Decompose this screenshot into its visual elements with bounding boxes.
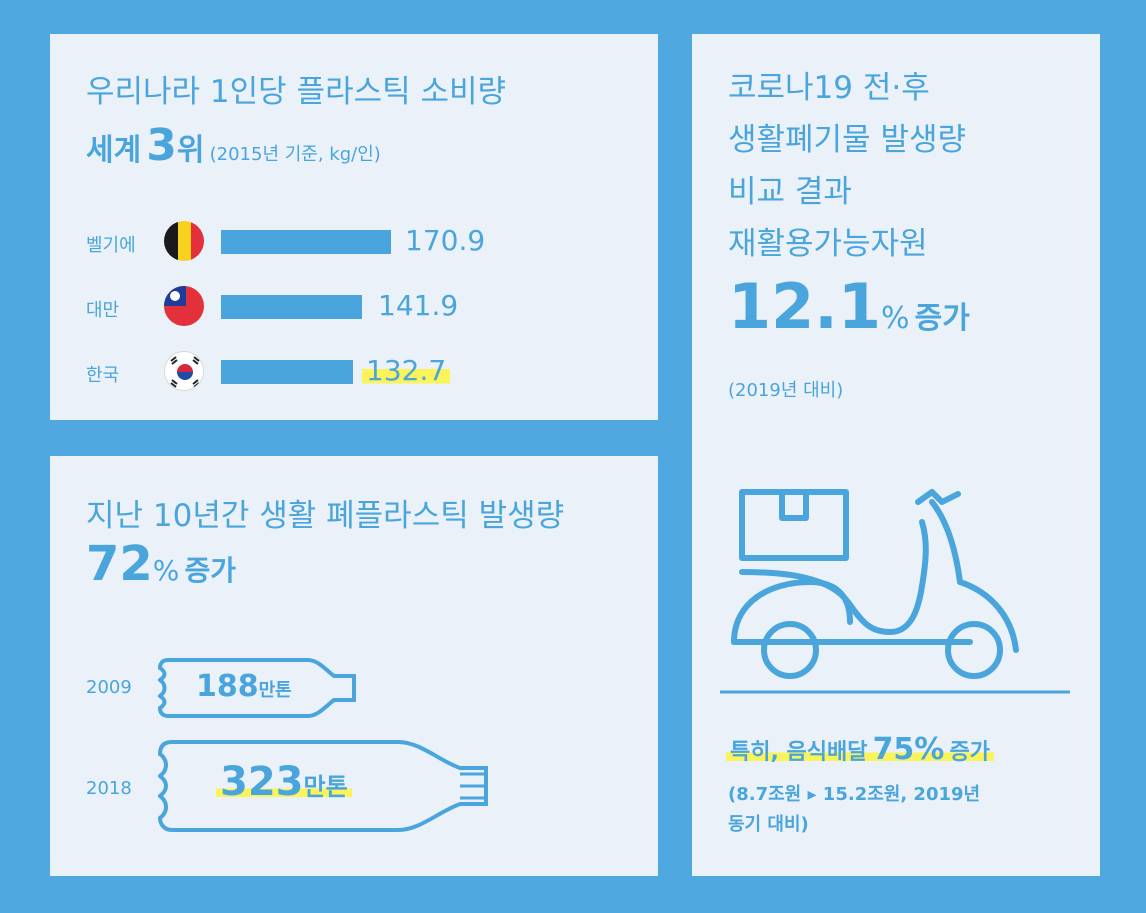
rank-note: (2015년 기준, kg/인)	[209, 144, 381, 165]
value-label: 170.9	[405, 224, 486, 257]
recycle-note: (2019년 대비)	[728, 380, 844, 401]
value-label-highlighted: 132.7	[362, 354, 451, 387]
delivery-highlight: 특히, 음식배달 75% 증가	[726, 732, 994, 767]
year-label: 2009	[86, 677, 132, 698]
value-bar	[221, 295, 362, 319]
panel2-title: 지난 10년간 생활 폐플라스틱 발생량	[86, 498, 565, 534]
increase-unit: %	[152, 554, 180, 587]
korea-flag-icon	[164, 351, 204, 391]
panel3-title: 코로나19 전·후 생활폐기물 발생량 비교 결과 재활용가능자원	[728, 62, 966, 270]
plastic-waste-panel: 지난 10년간 생활 폐플라스틱 발생량 72% 증가 2009 188만톤 2…	[50, 456, 658, 876]
rank-prefix: 세계	[86, 133, 142, 168]
increase-number: 72	[86, 536, 153, 592]
increase-suffix: 증가	[184, 554, 237, 587]
year-label: 2018	[86, 778, 132, 799]
covid-waste-panel: 코로나19 전·후 생활폐기물 발생량 비교 결과 재활용가능자원 12.1% …	[692, 34, 1100, 876]
increase-line: 72% 증가	[86, 536, 236, 592]
title-line: 재활용가능자원	[728, 226, 928, 262]
country-label: 대만	[86, 300, 120, 321]
value-bar	[221, 360, 353, 384]
recycle-number: 12.1	[728, 270, 881, 343]
bottle-2009-value: 188만톤	[196, 669, 292, 704]
detail-line: 동기 대비)	[728, 814, 809, 835]
belgium-flag-icon	[164, 221, 204, 261]
country-label: 한국	[86, 365, 120, 386]
bottle-2018-value: 323만톤	[216, 759, 352, 805]
value-label: 141.9	[378, 289, 459, 322]
rank-line: 세계 3위 (2015년 기준, kg/인)	[86, 120, 381, 171]
detail-line: (8.7조원 ▸ 15.2조원, 2019년	[728, 784, 981, 805]
delivery-detail: (8.7조원 ▸ 15.2조원, 2019년 동기 대비)	[728, 780, 980, 840]
taiwan-flag-icon	[164, 286, 204, 326]
small-bottle-icon	[158, 658, 356, 718]
recycle-unit: %	[880, 301, 910, 336]
title-line: 비교 결과	[728, 174, 852, 210]
large-bottle-icon	[158, 740, 488, 832]
rank-suffix: 위	[176, 133, 205, 168]
value-bar	[221, 230, 391, 254]
recycle-suffix: 증가	[914, 301, 970, 336]
title-line: 코로나19 전·후	[728, 70, 930, 106]
title-line: 생활폐기물 발생량	[728, 122, 967, 158]
rank-number: 3	[146, 120, 177, 171]
delivery-scooter-icon	[720, 489, 1070, 694]
recycle-increase: 12.1% 증가	[728, 270, 970, 343]
plastic-consumption-panel: 우리나라 1인당 플라스틱 소비량 세계 3위 (2015년 기준, kg/인)…	[50, 34, 658, 420]
panel1-title: 우리나라 1인당 플라스틱 소비량	[86, 74, 507, 110]
country-label: 벨기에	[86, 235, 136, 256]
